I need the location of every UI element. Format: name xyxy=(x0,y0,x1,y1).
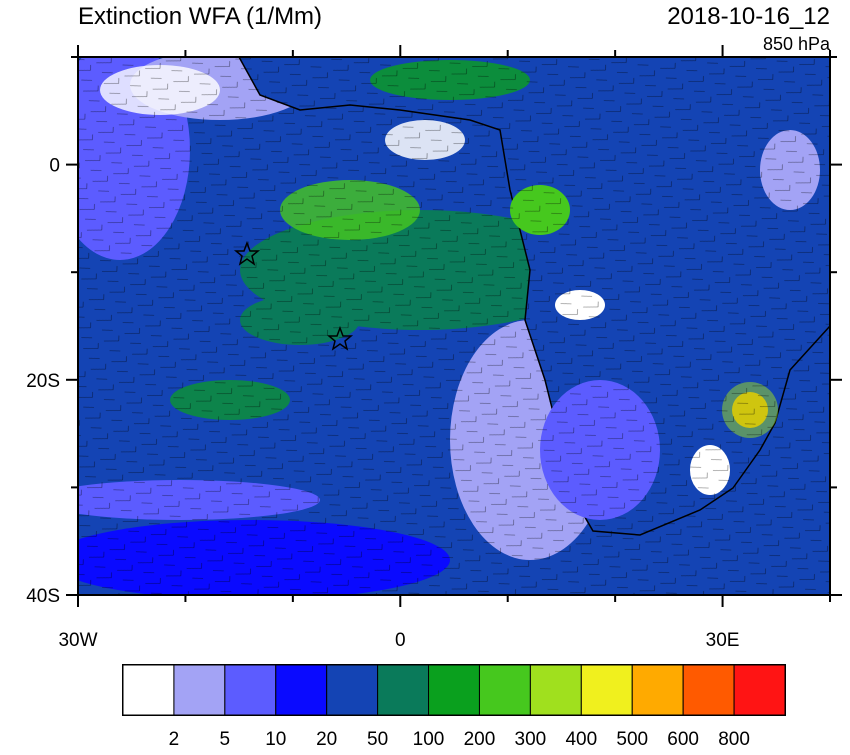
colorbar-box xyxy=(224,664,277,716)
lon-label: 30E xyxy=(706,630,740,651)
colorbar-box xyxy=(580,664,633,716)
colorbar-label: 500 xyxy=(616,729,648,750)
colorbar-box xyxy=(122,664,175,716)
colorbar-box xyxy=(173,664,226,716)
colorbar-box xyxy=(377,664,430,716)
colorbar-box xyxy=(326,664,379,716)
colorbar-label: 100 xyxy=(413,729,445,750)
colorbar-box xyxy=(733,664,786,716)
colorbar-box xyxy=(428,664,480,716)
colorbar-label: 2 xyxy=(169,729,180,750)
colorbar-label: 50 xyxy=(367,729,388,750)
colorbar-box xyxy=(275,664,328,716)
lat-label: 20S xyxy=(26,371,60,392)
lat-label: 40S xyxy=(26,586,60,607)
colorbar-label: 800 xyxy=(718,729,750,750)
level: 850 hPa xyxy=(763,34,831,54)
colorbar-label: 300 xyxy=(515,729,547,750)
colorbar-label: 200 xyxy=(464,729,496,750)
colorbar-box xyxy=(529,664,582,716)
colorbar-box xyxy=(631,664,684,716)
lat-label: 0 xyxy=(49,156,60,177)
colorbar-label: 5 xyxy=(220,729,231,750)
colorbar-box xyxy=(478,664,531,716)
colorbar-label: 20 xyxy=(316,729,337,750)
map-field xyxy=(78,57,830,595)
lon-label: 0 xyxy=(395,630,406,651)
title: Extinction WFA (1/Mm) xyxy=(78,3,322,30)
plot-frame xyxy=(77,56,831,596)
colorbar-label: 10 xyxy=(265,729,286,750)
colorbar-label: 400 xyxy=(565,729,597,750)
date: 2018-10-16_12 xyxy=(667,3,830,30)
lon-label: 30W xyxy=(58,630,97,651)
colorbar-label: 600 xyxy=(667,729,699,750)
colorbar-box xyxy=(682,664,735,716)
